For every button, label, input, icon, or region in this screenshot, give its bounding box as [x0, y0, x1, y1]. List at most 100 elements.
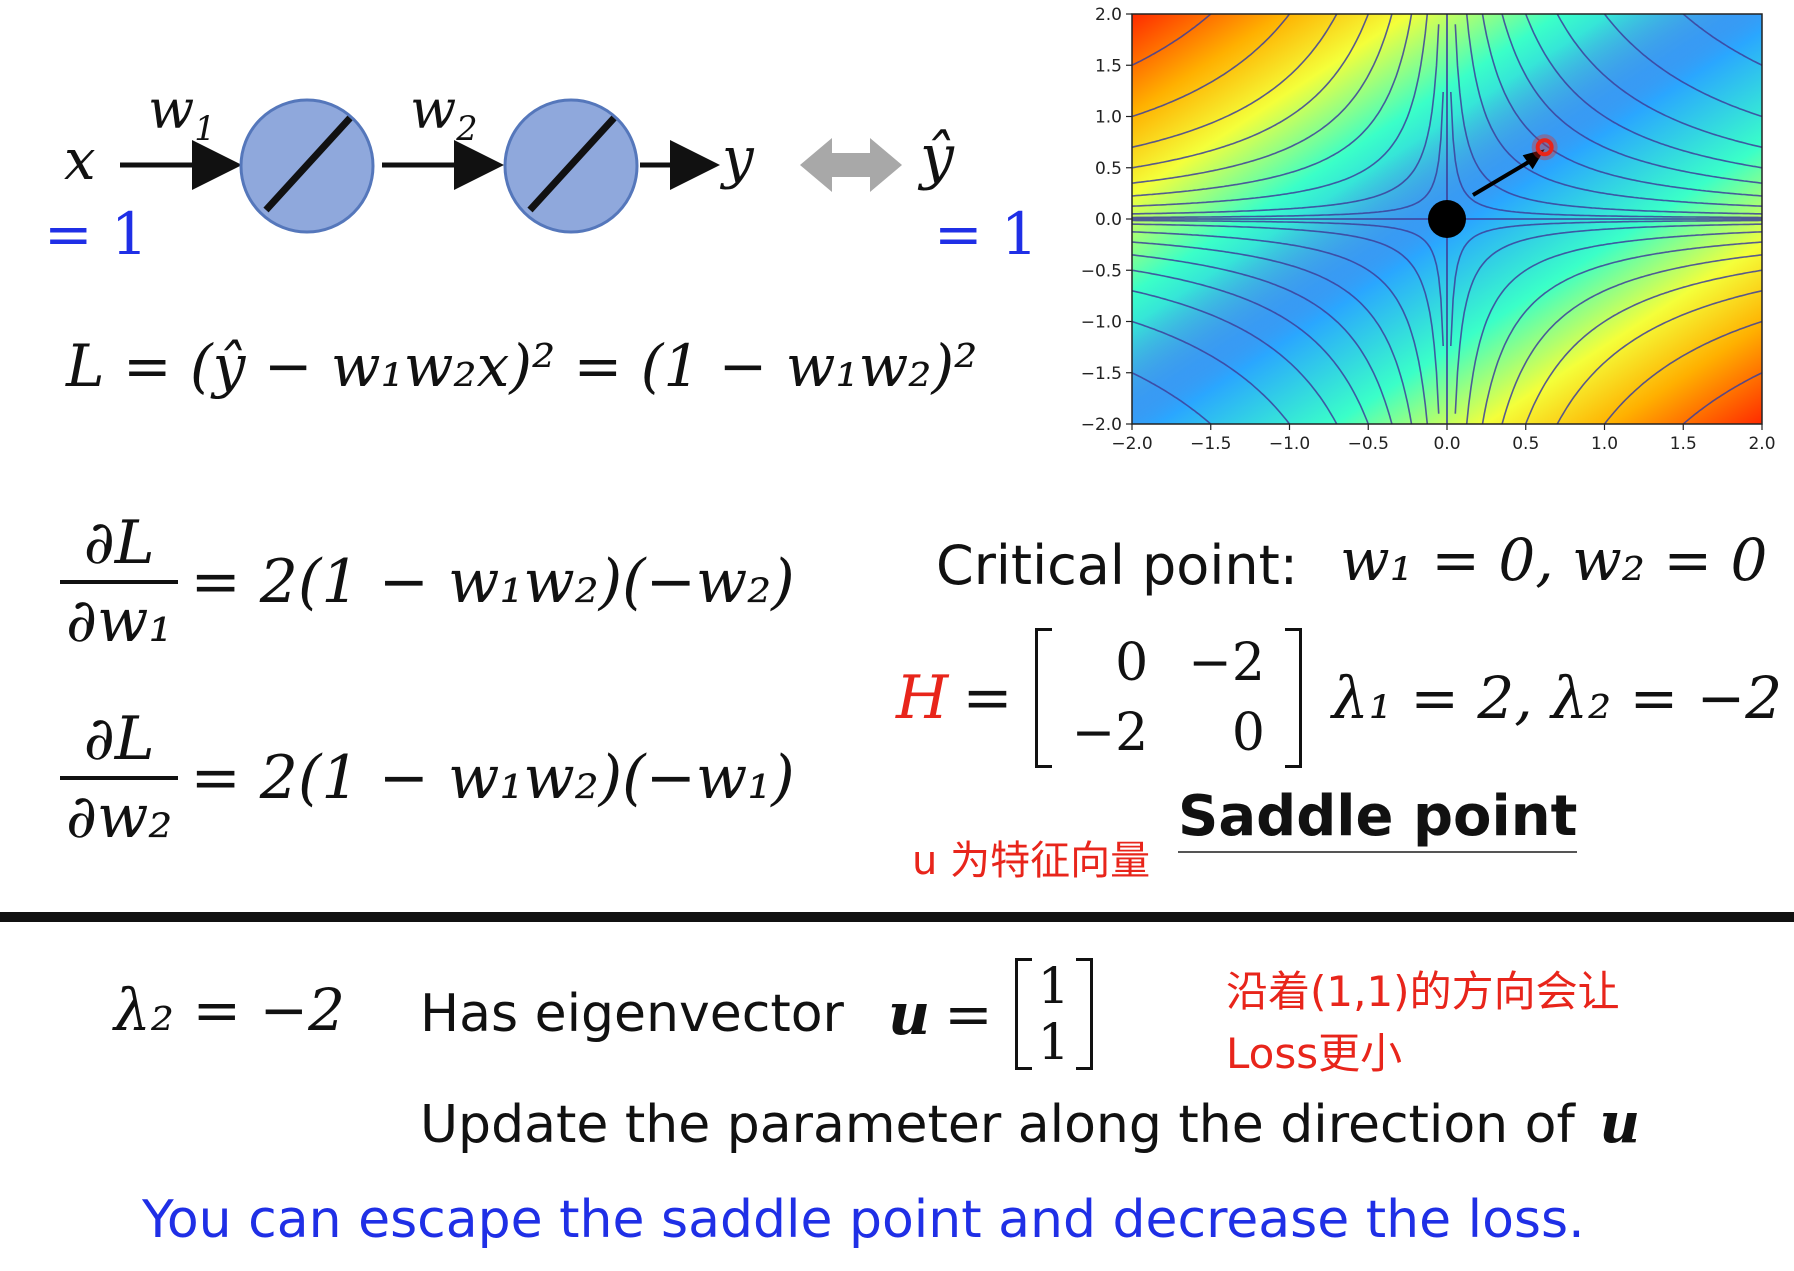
partial-w1-equation: ∂L ∂w₁ = 2(1 − w₁w₂)(−w₂)	[60, 508, 795, 656]
contour-line-2	[1556, 290, 1762, 424]
partial-w2-numerator: ∂L	[60, 704, 179, 780]
x-tick-label: −1.5	[1190, 434, 1231, 454]
contour-line-15	[1132, 290, 1338, 424]
contour-line-1	[1603, 320, 1762, 424]
update-u-symbol: u	[1599, 1090, 1641, 1156]
input-x-label: x	[64, 128, 96, 193]
red-point-glow	[1531, 134, 1558, 161]
loss-equation: L = (ŷ − w₁w₂x)² = (1 − w₁w₂)²	[66, 332, 978, 400]
contour-line-13	[1501, 14, 1762, 184]
network-diagram: x = 1 w1 w2 y ŷ = 1	[0, 0, 1060, 280]
contour-line-9	[1132, 219, 1444, 347]
contour-line-6	[1132, 14, 1429, 207]
hessian-m22: 0	[1231, 703, 1265, 763]
weight-w2-label: w2	[410, 78, 478, 148]
contour-line-15	[1556, 14, 1762, 149]
vector-right-bracket	[1075, 958, 1093, 1070]
critical-point-label: Critical point:	[936, 534, 1298, 597]
y-tick-label: 1.0	[1095, 108, 1122, 128]
contour-line-16	[1603, 14, 1762, 118]
saddle-point-marker	[1428, 200, 1466, 238]
x-tick-label: −0.5	[1348, 434, 1389, 454]
partial-w1-denominator: ∂w₁	[66, 586, 173, 656]
hessian-matrix: 0 −2 −2 0	[1034, 628, 1302, 768]
contour-line-7	[1454, 223, 1762, 414]
y-tick-label: 0.5	[1095, 159, 1122, 179]
partial-w2-denominator: ∂w₂	[66, 782, 173, 852]
partial-w2-fraction: ∂L ∂w₂	[60, 704, 179, 852]
neuron-2-linear-icon	[527, 115, 617, 213]
partial-w1-fraction: ∂L ∂w₁	[60, 508, 179, 656]
eigenvector-u-symbol: u	[888, 980, 931, 1048]
eigenvector-u-equals: =	[944, 980, 993, 1048]
contour-line-1	[1132, 14, 1291, 118]
contour-line-3	[1524, 269, 1762, 424]
update-statement: Update the parameter along the direction…	[420, 1090, 1640, 1156]
contour-line-5	[1481, 241, 1762, 424]
x-tick-label: −2.0	[1111, 434, 1152, 454]
contour-line-8	[1450, 219, 1762, 347]
hessian-symbol: H	[896, 663, 949, 733]
contour-line-12	[1132, 241, 1413, 424]
hessian-equation: H = 0 −2 −2 0 λ₁ = 2, λ₂ = −2	[896, 628, 1782, 768]
contour-line-5	[1132, 14, 1413, 197]
weight-w1-symbol: w	[148, 78, 195, 141]
contour-line-12	[1481, 14, 1762, 197]
update-text: Update the parameter along the direction…	[420, 1095, 1575, 1155]
weight-w1-subscript: 1	[194, 108, 216, 148]
contour-line-14	[1132, 269, 1370, 424]
partial-w2-equation: ∂L ∂w₂ = 2(1 − w₁w₂)(−w₁)	[60, 704, 795, 852]
contour-line-10	[1454, 24, 1762, 215]
escape-direction-arrow	[1471, 155, 1538, 197]
y-tick-label: −2.0	[1081, 415, 1122, 435]
contour-line-16	[1132, 320, 1291, 424]
contour-line-4	[1501, 254, 1762, 424]
weight-w2-symbol: w	[410, 78, 457, 141]
red-point-marker	[1535, 138, 1554, 157]
eigenvector-u-table: 1 1	[1032, 958, 1076, 1070]
contour-line-3	[1132, 14, 1370, 169]
hessian-m21: −2	[1071, 703, 1149, 763]
vector-left-bracket	[1014, 958, 1032, 1070]
lambda2-value: λ₂ = −2	[114, 976, 345, 1044]
eigenvalues: λ₁ = 2, λ₂ = −2	[1331, 664, 1783, 732]
section-divider	[0, 912, 1794, 922]
annotation-eigenvector: u 为特征向量	[912, 838, 1151, 884]
contour-line-13	[1132, 254, 1393, 424]
matrix-right-bracket	[1284, 628, 1302, 768]
eigenvector-u2: 1	[1037, 1013, 1070, 1071]
network-diagram-graphic	[120, 98, 902, 234]
output-y-label: y	[722, 126, 754, 191]
x-tick-label: −1.0	[1269, 434, 1310, 454]
x-tick-label: 1.5	[1670, 434, 1697, 454]
contour-line-2	[1132, 14, 1338, 149]
partial-w1-rhs: = 2(1 − w₁w₂)(−w₂)	[190, 547, 795, 617]
x-tick-label: 1.0	[1591, 434, 1618, 454]
contour-plot-svg: −2.0 −1.5 −1.0 −0.5 0.0 0.5 1.0 1.5 2.0 2.0 1.5 1.0…	[1081, 5, 1776, 454]
contour-line-10	[1132, 223, 1440, 414]
escape-statement: You can escape the saddle point and decr…	[142, 1190, 1585, 1250]
contour-line-11	[1132, 231, 1429, 424]
hessian-m11: 0	[1115, 633, 1149, 693]
y-tick-label: −0.5	[1081, 261, 1122, 281]
weight-w2-subscript: 2	[456, 108, 478, 148]
critical-point-value: w₁ = 0, w₂ = 0	[1340, 526, 1768, 594]
eigenvector-u: u = 1 1	[888, 958, 1101, 1070]
contour-line-8	[1132, 91, 1444, 219]
partial-w1-numerator: ∂L	[60, 508, 179, 584]
eigenvector-u1: 1	[1037, 957, 1070, 1015]
neuron-1-linear-icon	[263, 115, 353, 213]
saddle-point-label: Saddle point	[1178, 784, 1578, 853]
hessian-equals: =	[962, 663, 1013, 733]
y-tick-label: 2.0	[1095, 5, 1122, 25]
x-tick-label: 2.0	[1748, 434, 1775, 454]
contour-line-4	[1132, 14, 1393, 184]
contour-line-14	[1524, 14, 1762, 169]
has-eigenvector-label: Has eigenvector	[420, 984, 844, 1044]
contour-plot: −2.0 −1.5 −1.0 −0.5 0.0 0.5 1.0 1.5 2.0 2.0 1.5 1.0…	[1060, 0, 1794, 470]
contour-line-0	[1132, 14, 1212, 67]
contour-line-17	[1132, 372, 1212, 424]
y-tick-label: −1.5	[1081, 364, 1122, 384]
input-x-value: = 1	[44, 200, 148, 268]
hessian-matrix-table: 0 −2 −2 0	[1052, 628, 1285, 768]
